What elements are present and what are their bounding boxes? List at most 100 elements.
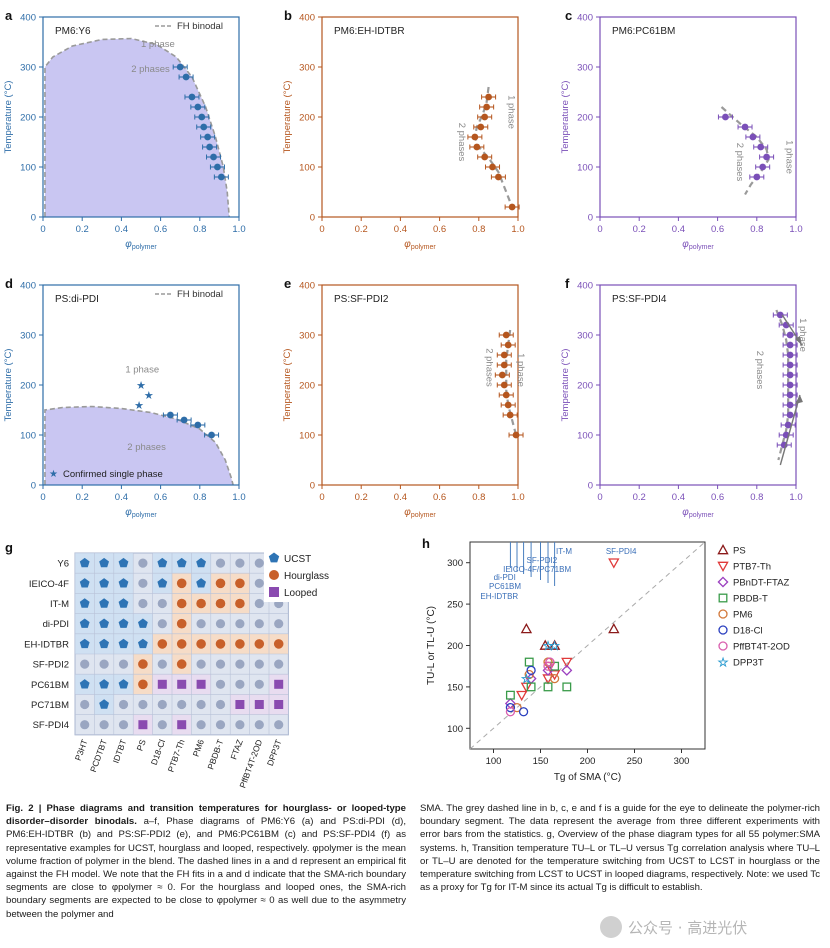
y-axis-label: Temperature (°C) [282, 81, 293, 154]
x-axis-label: φpolymer [125, 507, 157, 519]
marker-ucst [157, 578, 168, 588]
marker-empty [196, 659, 206, 669]
marker-looped [254, 700, 264, 709]
y-tick-label: 100 [577, 431, 593, 442]
x-axis-label: Tg of SMA (°C) [554, 772, 621, 783]
marker-circle [524, 669, 534, 680]
x-tick-label: 1.0 [511, 224, 524, 235]
marker-diamond [561, 664, 573, 676]
marker-ucst [118, 578, 129, 588]
marker-empty [138, 558, 148, 568]
data-point [210, 153, 217, 161]
y-axis-label: Temperature (°C) [282, 349, 293, 422]
data-point [786, 411, 794, 419]
legend-ucst: UCST [284, 554, 311, 565]
y-tick-label: 400 [577, 281, 593, 292]
annotation-label: IEICO-4F/PC71BM [503, 565, 571, 574]
plot-frame [599, 284, 797, 486]
panel-letter-c: c [565, 8, 572, 23]
row-label: SF-PDI4 [33, 720, 69, 731]
panel-title: PM6:PC61BM [612, 26, 675, 37]
annotation-label: di-PDI [494, 573, 516, 582]
x-axis-label: φpolymer [125, 239, 157, 251]
marker-empty [157, 598, 167, 609]
marker-circle [545, 657, 555, 667]
marker-ucst [118, 557, 129, 568]
marker-empty [254, 598, 264, 609]
marker-looped [274, 679, 284, 689]
legend-looped-icon [269, 587, 279, 597]
x-tick-label: 0 [319, 224, 324, 235]
marker-looped [177, 720, 187, 730]
x-axis-label-subscript: polymer [689, 512, 715, 519]
marker-triangle-down [608, 558, 620, 569]
caption-right-text: SMA. The grey dashed line in b, c, e and… [420, 803, 820, 894]
y-tick-label: 100 [299, 163, 315, 174]
two-phase-region [44, 38, 230, 217]
marker-square [526, 682, 536, 692]
x-axis-label: φpolymer [682, 239, 714, 251]
marker-empty [118, 659, 129, 669]
y-tick-label: 200 [577, 113, 593, 124]
x-tick-label: 300 [674, 756, 690, 767]
x-axis-label-subscript: polymer [132, 244, 158, 251]
data-point [786, 331, 794, 339]
y-tick-label: 100 [20, 431, 36, 442]
data-point [477, 123, 485, 131]
marker-empty [254, 558, 264, 568]
label-two-phases: 2 phases [484, 348, 495, 387]
column-label: PCDTBT [88, 738, 109, 773]
x-tick-label: 0.8 [193, 224, 206, 235]
legend-hourglass-icon [269, 570, 279, 580]
y-tick-label: 0 [31, 213, 36, 224]
marker-hourglass [235, 598, 245, 609]
panel-title: PS:SF-PDI4 [612, 294, 667, 305]
x-tick-label: 0.6 [433, 224, 446, 235]
marker-triangle-up [520, 623, 533, 634]
plot-frame [599, 16, 797, 218]
marker-hourglass [138, 679, 148, 690]
marker-ucst [79, 557, 90, 568]
watermark: 公众号 · 高进光伏 [600, 912, 820, 942]
caption-right-column: SMA. The grey dashed line in b, c, e and… [420, 802, 820, 894]
label-one-phase: 1 phase [783, 140, 794, 174]
y-axis-label: Temperature (°C) [560, 349, 571, 422]
x-tick-label: 0.2 [633, 492, 646, 503]
x-tick-label: 0 [597, 492, 602, 503]
marker-circle [718, 625, 728, 635]
wechat-icon [600, 916, 622, 938]
marker-triangle-down [561, 657, 573, 668]
data-point [508, 203, 516, 211]
y-tick-label: 0 [310, 481, 315, 492]
marker-circle [512, 702, 522, 713]
marker-empty [254, 679, 264, 689]
guide-line [720, 106, 770, 196]
y-tick-label: 400 [299, 281, 315, 292]
confirmed-single-phase-star: ★ [136, 379, 146, 392]
data-point [208, 431, 215, 439]
y-tick-label: 300 [20, 63, 36, 74]
marker-hourglass [254, 639, 265, 649]
data-point [757, 143, 765, 151]
y-tick-label: 200 [299, 381, 315, 392]
panel-a: 0 0.2 0.4 0.6 0.8 1.0 0 100 200 300 400 φpolymer Tem… [3, 13, 246, 252]
marker-empty [157, 659, 167, 669]
annotation-label: IT-M [556, 547, 572, 556]
x-tick-label: 0.8 [472, 224, 485, 235]
x-tick-label: 0.2 [76, 492, 89, 503]
marker-ucst [99, 598, 109, 608]
x-tick-label: 1.0 [789, 492, 802, 503]
marker-empty [215, 558, 226, 568]
column-label: D18-Cl [149, 738, 167, 766]
data-point [753, 173, 761, 181]
panel-title: PS:SF-PDI2 [334, 294, 389, 305]
marker-ucst [79, 618, 90, 628]
marker-empty [274, 659, 284, 669]
series-dpp3t: ★★★ [521, 639, 560, 686]
marker-ucst [118, 598, 129, 608]
y-tick-label: 300 [577, 63, 593, 74]
panel-letter-f: f [565, 276, 570, 291]
marker-square [505, 690, 515, 700]
marker-empty [196, 699, 206, 710]
marker-empty [99, 720, 109, 730]
